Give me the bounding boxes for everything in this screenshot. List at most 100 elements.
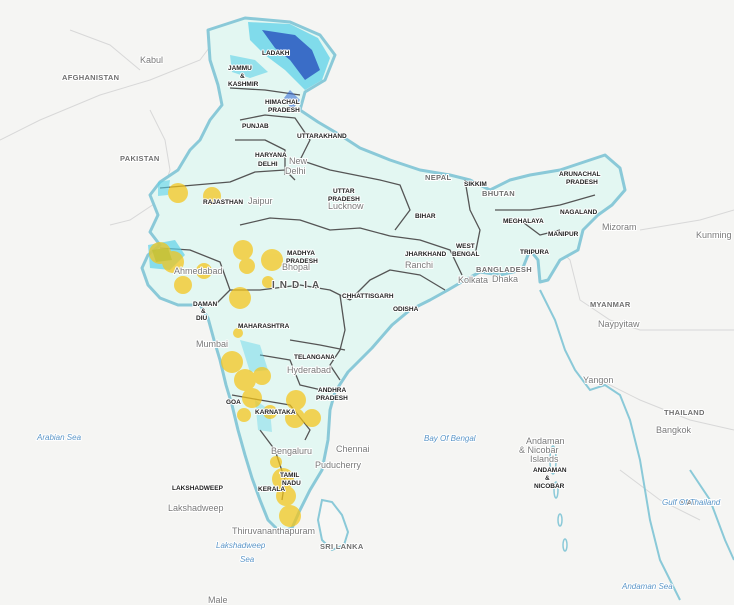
label-lakshadweep-city: Lakshadweep [168,503,224,513]
label-delhi: DELHI [258,161,278,168]
label-dhaka: Dhaka [492,274,518,284]
label-manipur: MANIPUR [548,231,579,238]
label-himachal-pradesh: PRADESH [268,107,300,114]
label-lakshadweep-state: LAKSHADWEEP [172,485,224,492]
label-andaman-city: Andaman [526,436,565,446]
label-myanmar: MYANMAR [590,300,631,309]
label-andhra-pradesh: PRADESH [316,395,348,402]
label-nicobar-city: & Nicobar [519,445,559,455]
label-mumbai: Mumbai [196,339,228,349]
bubble-layer [149,183,321,527]
label-nepal: NEPAL [425,173,451,182]
label-nicobar: NICOBAR [534,483,565,490]
label-goa: GOA [226,399,241,406]
label-sri-lanka: SRI LANKA [320,542,364,551]
label-odisha: ODISHA [393,306,419,313]
label-andaman-amp: & [545,475,550,482]
label-chennai: Chennai [336,444,370,454]
india-shape [140,16,627,534]
label-chhattisgarh: CHHATTISGARH [342,293,394,300]
label-diu: DIU [196,315,208,322]
sea-labels: Arabian Sea Bay Of Bengal Lakshadweep Se… [35,432,722,592]
label-kabul: Kabul [140,55,163,65]
state-borders [159,87,596,501]
label-malaysia: MALAYSIA [680,498,721,507]
label-bangladesh: BANGLADESH [476,265,532,274]
label-naypyitaw: Naypyitaw [598,319,640,329]
andaman-islands [549,445,568,552]
label-jammu: JAMMU [228,65,252,72]
label-west-bengal: BENGAL [452,251,479,258]
label-jharkhand: JHARKHAND [405,251,446,258]
label-kashmir: KASHMIR [228,81,259,88]
label-thailand: THAILAND [664,408,705,417]
label-uttarakhand: UTTARAKHAND [297,133,347,140]
label-haryana: HARYANA [255,152,287,159]
label-west: WEST [456,243,475,250]
label-bay-of-bengal: Bay Of Bengal [424,434,476,443]
label-kunming: Kunming [696,230,732,240]
label-thiruvananthapuram: Thiruvananthapuram [232,526,315,536]
label-telangana: TELANGANA [294,354,335,361]
sri-lanka-shape [316,498,350,552]
label-andhra: ANDHRA [318,387,346,394]
label-puducherry: Puducherry [315,460,362,470]
label-yangon: Yangon [583,375,613,385]
label-nagaland: NAGALAND [560,209,597,216]
myanmar-coast [539,289,681,601]
label-punjab: PUNJAB [242,123,269,130]
label-gulf-of-thailand: Gulf Of Thailand [662,498,721,507]
label-daman-amp: & [201,308,206,315]
label-ladakh: LADAKH [262,50,290,57]
label-karnataka: KARNATAKA [255,409,296,416]
label-madhya: MADHYA [287,250,315,257]
label-andaman-sea: Andaman Sea [621,582,673,591]
label-kolkata: Kolkata [458,275,488,285]
country-labels: AFGHANISTAN PAKISTAN NEPAL BHUTAN BANGLA… [61,72,722,552]
label-pakistan: PAKISTAN [120,154,160,163]
label-bihar: BIHAR [415,213,436,220]
label-bhutan: BHUTAN [482,189,515,198]
label-tripura: TRIPURA [520,249,549,256]
label-maharashtra: MAHARASHTRA [238,323,290,330]
label-tamil-nadu: NADU [282,480,301,487]
label-bengaluru: Bengaluru [271,446,312,456]
snow-heatmap-ladakh [230,22,330,110]
label-bangkok: Bangkok [656,425,692,435]
label-hyderabad: Hyderabad [287,365,331,375]
label-rajasthan: RAJASTHAN [203,199,243,206]
label-uttar-pradesh: PRADESH [328,196,360,203]
label-sikkim: SIKKIM [464,181,487,188]
label-delhi-city: Delhi [285,166,306,176]
state-labels: LADAKH JAMMU & KASHMIR HIMACHAL PRADESH … [171,49,602,494]
label-uttar: UTTAR [333,188,355,195]
label-arunachal-pradesh: PRADESH [566,179,598,186]
label-bhopal: Bhopal [282,262,310,272]
label-daman: DAMAN [193,301,217,308]
label-ahmedabad: Ahmedabad [174,266,223,276]
label-kerala: KERALA [258,486,285,493]
thailand-coast [689,469,734,561]
label-mizoram: Mizoram [602,222,637,232]
label-afghanistan: AFGHANISTAN [62,73,119,82]
label-ranchi: Ranchi [405,260,433,270]
label-jaipur: Jaipur [248,196,273,206]
city-labels: Kabul New Delhi Jaipur Lucknow Bhopal Ah… [139,54,733,605]
label-tamil: TAMIL [280,472,299,479]
label-arunachal: ARUNACHAL [559,171,601,178]
label-himachal: HIMACHAL [265,99,300,106]
label-meghalaya: MEGHALAYA [503,218,544,225]
label-arabian-sea: Arabian Sea [36,433,82,442]
label-andaman: ANDAMAN [533,467,567,474]
label-madhya-pradesh: PRADESH [286,258,318,265]
label-islands-city: Islands [530,454,559,464]
label-new: New [289,156,308,166]
label-male: Male [208,595,228,605]
label-india: INDIA [272,280,324,291]
label-jammu-amp: & [240,73,245,80]
label-lucknow: Lucknow [328,201,364,211]
label-sea: Sea [240,555,255,564]
label-lakshadweep-sea: Lakshadweep [216,541,266,550]
